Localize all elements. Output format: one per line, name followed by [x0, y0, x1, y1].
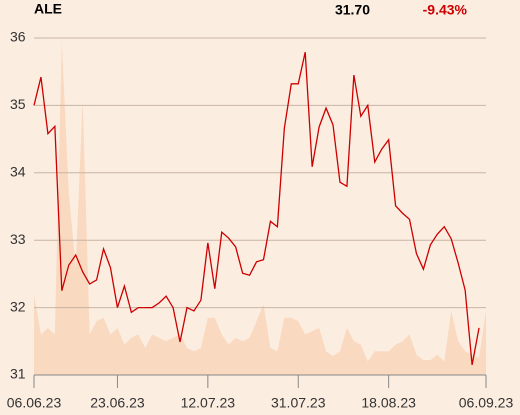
price: 31.70 [335, 2, 370, 18]
y-tick-label: 31 [10, 366, 26, 382]
change: -9.43% [423, 2, 468, 18]
x-tick-label: 23.06.23 [90, 395, 145, 411]
y-tick-label: 34 [10, 164, 26, 180]
chart-title: ALE [34, 1, 62, 17]
x-tick-label: 18.08.23 [361, 395, 416, 411]
y-tick-label: 36 [10, 29, 26, 45]
x-tick-label: 31.07.23 [271, 395, 326, 411]
y-tick-label: 35 [10, 96, 26, 112]
y-tick-label: 32 [10, 298, 26, 314]
x-tick-label: 06.06.23 [7, 395, 62, 411]
price-line [33, 52, 480, 366]
x-tick-label: 06.09.23 [459, 395, 514, 411]
x-tick-label: 12.07.23 [181, 395, 236, 411]
y-tick-label: 33 [10, 231, 26, 247]
volume-area [34, 41, 486, 376]
